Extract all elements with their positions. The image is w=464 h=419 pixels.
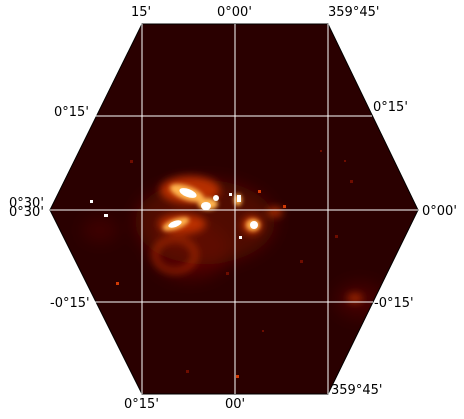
tick-bottom-359-45: 359°45' bbox=[331, 383, 383, 398]
tick-left-0-30-a: 0°30' bbox=[9, 196, 44, 211]
tick-bottom-00: 00' bbox=[225, 397, 246, 412]
coordinate-grid bbox=[50, 24, 418, 394]
tick-bottom-0-15: 0°15' bbox=[124, 397, 159, 412]
tick-right-0-00: 0°00' bbox=[422, 204, 457, 219]
tick-left-0-15: 0°15' bbox=[54, 105, 89, 120]
point-sources bbox=[116, 150, 353, 378]
tick-right-0-15: 0°15' bbox=[373, 100, 408, 115]
tick-top-15: 15' bbox=[131, 5, 152, 20]
peak-emission bbox=[90, 188, 258, 239]
tick-right-neg-0-15: -0°15' bbox=[374, 296, 414, 311]
tick-top-0-00: 0°00' bbox=[217, 5, 252, 20]
tick-left-neg-0-15: -0°15' bbox=[50, 296, 90, 311]
tick-top-359-45: 359°45' bbox=[328, 5, 380, 20]
tick-left-0-30-b: 0°30' bbox=[9, 205, 44, 220]
